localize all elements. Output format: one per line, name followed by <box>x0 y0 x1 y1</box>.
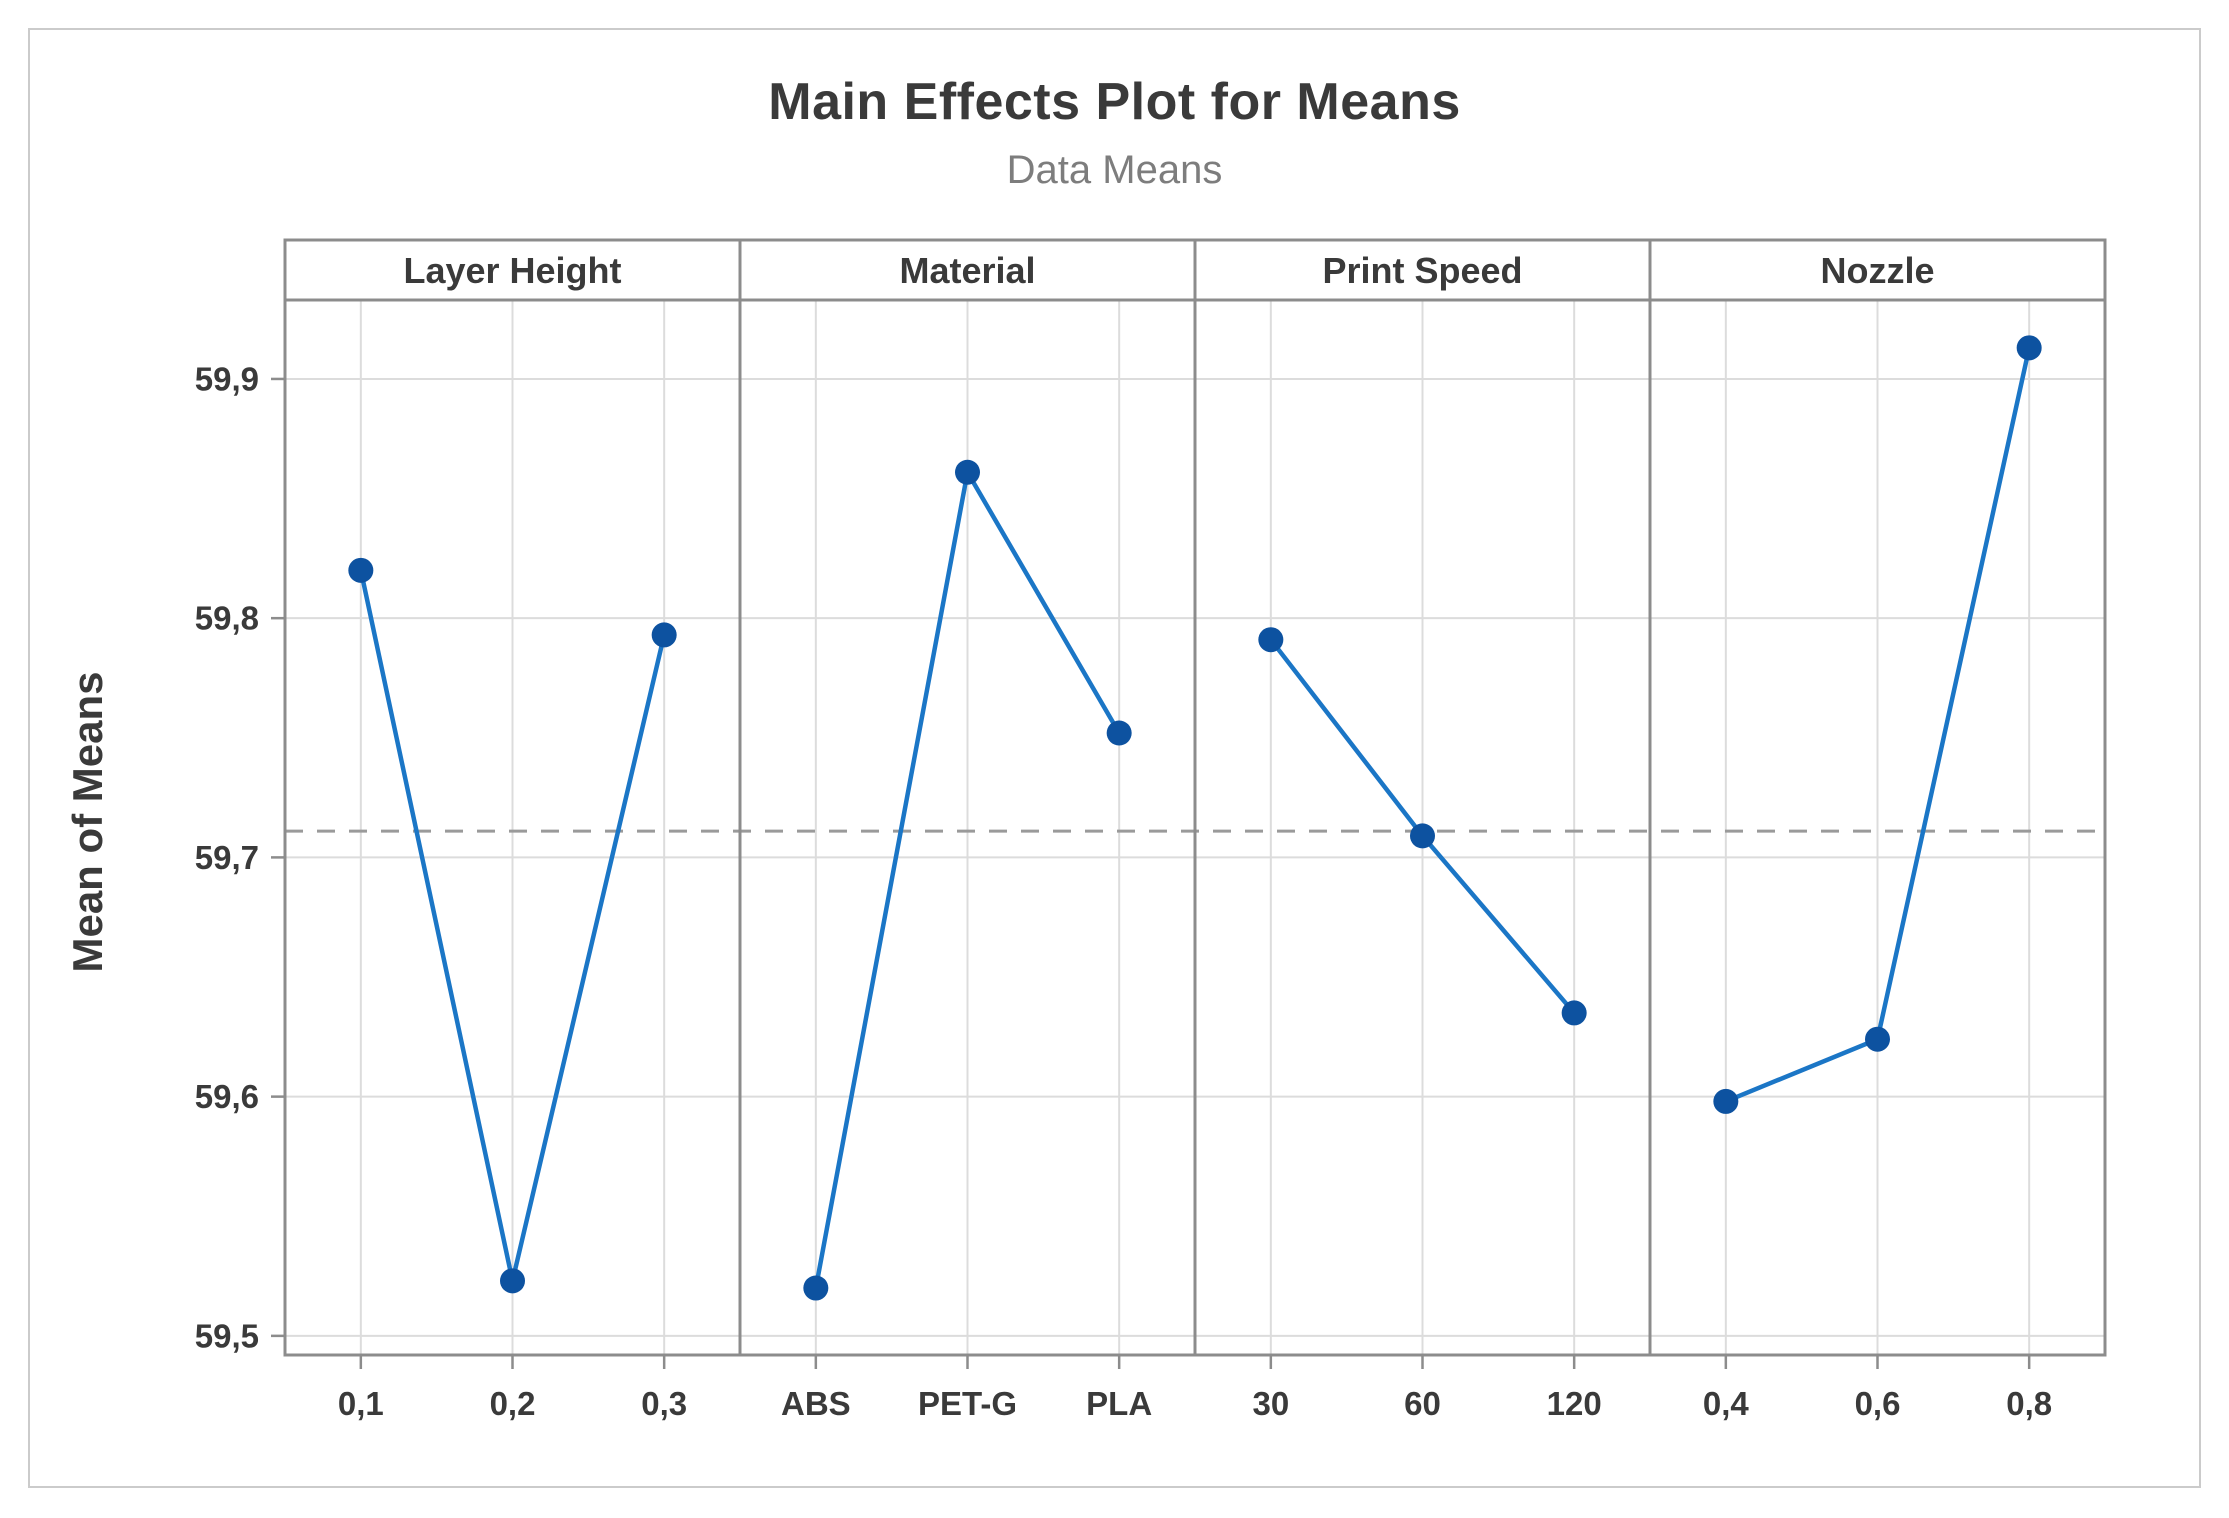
y-tick-label: 59,7 <box>195 839 259 876</box>
figure-border <box>28 28 2201 1488</box>
data-point-material-pet-g <box>955 459 980 485</box>
data-point-layer-height-0-2 <box>500 1268 525 1294</box>
x-tick-label-pet-g: PET-G <box>918 1385 1017 1422</box>
x-tick-label-120: 120 <box>1547 1385 1602 1422</box>
data-point-nozzle-0-8 <box>2016 335 2042 361</box>
chart-subtitle: Data Means <box>1006 148 1223 192</box>
y-tick-label: 59,8 <box>195 600 259 637</box>
x-tick-label-pla: PLA <box>1086 1385 1152 1422</box>
x-tick-label-0-3: 0,3 <box>641 1385 687 1422</box>
y-tick-label: 59,5 <box>195 1317 259 1354</box>
panel-header-nozzle: Nozzle <box>1820 250 1934 291</box>
x-tick-label-60: 60 <box>1404 1385 1441 1422</box>
y-tick-label: 59,9 <box>195 360 259 397</box>
data-point-nozzle-0-6 <box>1865 1026 1890 1052</box>
y-tick-label: 59,6 <box>195 1078 259 1115</box>
x-tick-label-0-8: 0,8 <box>2006 1385 2052 1422</box>
panel-header-material: Material <box>899 250 1035 291</box>
data-point-material-abs <box>803 1275 829 1301</box>
data-point-material-pla <box>1106 720 1132 746</box>
x-tick-label-30: 30 <box>1252 1385 1289 1422</box>
x-tick-label-0-2: 0,2 <box>490 1385 536 1422</box>
data-point-print-speed-60 <box>1410 823 1435 849</box>
x-tick-label-0-1: 0,1 <box>338 1385 384 1422</box>
data-point-nozzle-0-4 <box>1713 1088 1739 1114</box>
x-tick-label-0-6: 0,6 <box>1855 1385 1901 1422</box>
data-point-layer-height-0-1 <box>348 557 374 583</box>
panel-header-print-speed: Print Speed <box>1322 250 1522 291</box>
chart-title: Main Effects Plot for Means <box>768 73 1461 131</box>
data-point-layer-height-0-3 <box>651 622 677 648</box>
data-point-print-speed-30 <box>1258 627 1284 653</box>
data-point-print-speed-120 <box>1561 1000 1587 1026</box>
x-tick-label-abs: ABS <box>781 1385 851 1422</box>
x-tick-label-0-4: 0,4 <box>1703 1385 1750 1422</box>
panel-header-layer-height: Layer Height <box>403 250 621 291</box>
